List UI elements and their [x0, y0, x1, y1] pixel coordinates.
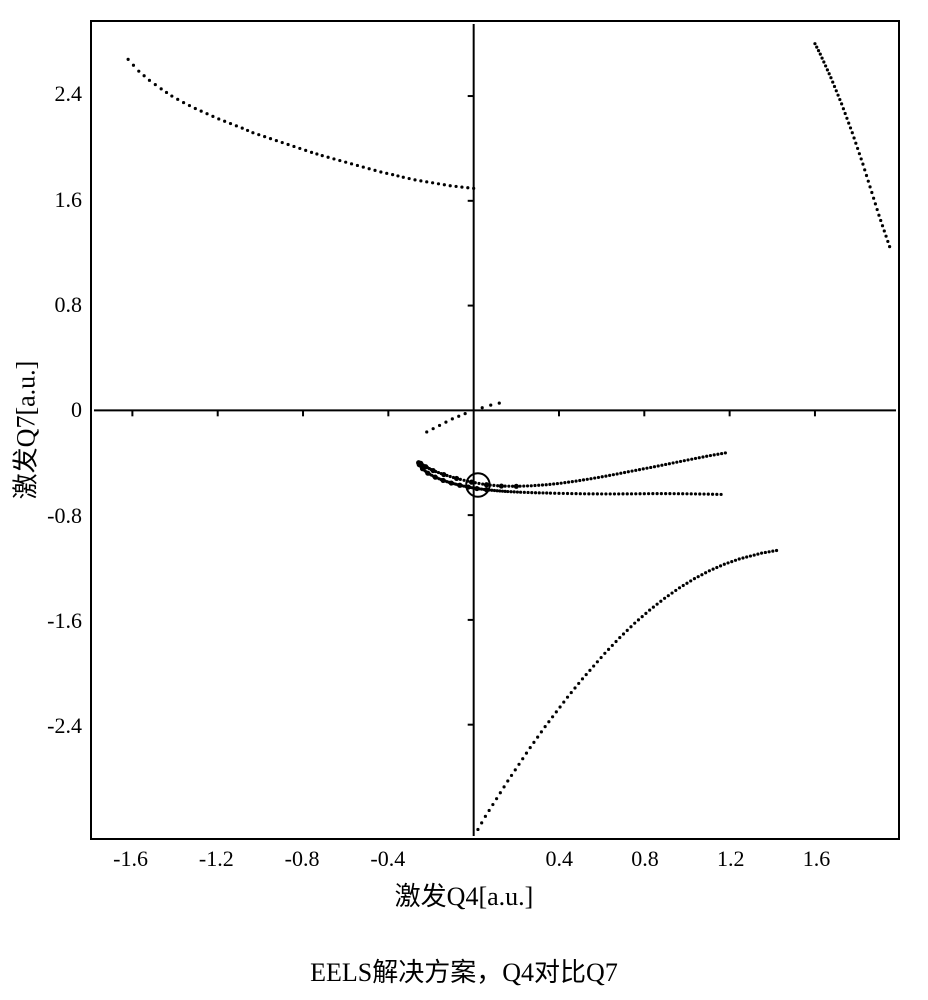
- figure-container: -1.6 -1.2 -0.8 -0.4 0.4 0.8 1.2 1.6 -2.4 -1.6 -0.…: [0, 0, 928, 1000]
- x-tick-label: 0.8: [631, 846, 659, 872]
- x-tick-label: -0.4: [370, 846, 405, 872]
- x-tick-label: 1.6: [803, 846, 831, 872]
- x-tick-label: -0.8: [285, 846, 320, 872]
- series-upper-left-curve: [127, 58, 476, 190]
- y-tick-label: 2.4: [22, 81, 82, 107]
- series-center-short-segment: [425, 402, 501, 434]
- x-tick-label: 0.4: [546, 846, 574, 872]
- caption-text: EELS解决方案，Q4对比Q7: [310, 952, 618, 989]
- x-tick-label: 1.2: [717, 846, 745, 872]
- y-tick-label: 0.8: [22, 292, 82, 318]
- x-tick-label: -1.2: [199, 846, 234, 872]
- series-lower-diagonal-dense: [480, 550, 774, 825]
- x-tick-label: -1.6: [113, 846, 148, 872]
- x-axis-label: 激发Q4[a.u.]: [395, 876, 534, 913]
- series-upper-right-curve: [813, 42, 891, 248]
- plot-svg: [92, 22, 898, 838]
- y-axis-label: 激发Q7[a.u.]: [6, 361, 43, 500]
- series-upper-left-curve-dense: [132, 64, 470, 190]
- y-tick-label: -0.8: [22, 503, 82, 529]
- y-tick-label: 1.6: [22, 187, 82, 213]
- series-c-loop: [417, 451, 727, 496]
- y-tick-label: -2.4: [22, 713, 82, 739]
- series-lower-diagonal: [476, 549, 778, 831]
- y-tick-label: -1.6: [22, 608, 82, 634]
- series-upper-right-curve-dense: [815, 46, 889, 243]
- plot-area: [90, 20, 900, 840]
- series-c-loop-dense: [417, 452, 723, 496]
